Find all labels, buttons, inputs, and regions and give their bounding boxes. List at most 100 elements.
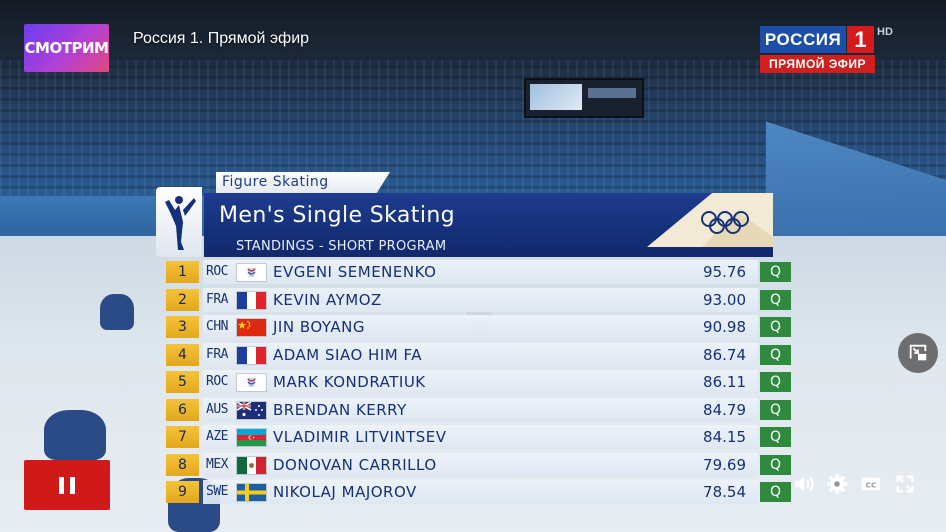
fullscreen-button[interactable] bbox=[893, 472, 917, 496]
athlete-score: 79.69 bbox=[703, 455, 746, 474]
row-band bbox=[203, 370, 758, 394]
row-band bbox=[203, 315, 758, 339]
noc-code: CHN bbox=[206, 319, 228, 334]
fullscreen-icon bbox=[896, 475, 914, 493]
row-band bbox=[203, 480, 758, 504]
figure-skating-pictogram-icon bbox=[156, 187, 202, 257]
qualified-badge: Q bbox=[760, 454, 791, 475]
aze-flag-icon bbox=[237, 429, 266, 446]
standings-row: 8 MEX Donovan Carrillo 79.69 Q bbox=[164, 452, 794, 478]
standings-row: 3 CHN Jin Boyang 90.98 Q bbox=[164, 314, 794, 340]
smotrim-logo-text: СМОТРИМ bbox=[24, 39, 109, 57]
hd-badge: HD bbox=[877, 26, 893, 38]
gear-icon bbox=[826, 473, 848, 495]
athlete-name: Mark Kondratiuk bbox=[273, 373, 426, 391]
sport-category-tab: Figure Skating bbox=[216, 172, 390, 194]
noc-code: ROC bbox=[206, 374, 228, 389]
qualified-badge: Q bbox=[760, 482, 791, 502]
rank-badge: 3 bbox=[166, 316, 199, 338]
standings-row: 6 AUS Brendan Kerry 84.79 Q bbox=[164, 397, 794, 423]
qualified-badge: Q bbox=[760, 399, 791, 420]
broadcaster-number: 1 bbox=[847, 26, 874, 53]
pause-icon bbox=[70, 476, 75, 494]
pause-icon bbox=[59, 476, 64, 494]
fra-flag-icon bbox=[237, 291, 266, 309]
standings-row: 9 SWE Nikolaj Majorov 78.54 Q bbox=[164, 479, 794, 505]
noc-code: MEX bbox=[206, 456, 228, 472]
rank-badge: 6 bbox=[166, 398, 199, 421]
athlete-score: 84.15 bbox=[703, 428, 746, 446]
row-band bbox=[203, 452, 758, 477]
smotrim-logo[interactable]: СМОТРИМ bbox=[24, 24, 109, 72]
sport-category: Figure Skating bbox=[222, 174, 329, 190]
row-band bbox=[203, 287, 758, 312]
pause-button[interactable] bbox=[24, 460, 110, 510]
qualified-badge: Q bbox=[760, 344, 791, 365]
rank-badge: 1 bbox=[166, 261, 199, 283]
athlete-score: 90.98 bbox=[703, 318, 746, 336]
volume-icon bbox=[795, 476, 814, 492]
rank-badge: 4 bbox=[166, 343, 199, 366]
event-subtitle: STANDINGS - SHORT PROGRAM bbox=[236, 239, 447, 254]
swe-flag-icon bbox=[237, 484, 266, 501]
mex-flag-icon bbox=[237, 456, 266, 474]
athlete-name: Jin Boyang bbox=[273, 318, 365, 336]
olympic-rings-icon bbox=[647, 193, 773, 247]
roc-flag-icon bbox=[237, 374, 266, 391]
athlete-name: Donovan Carrillo bbox=[273, 455, 437, 474]
athlete-name: Vladimir Litvintsev bbox=[273, 428, 447, 446]
rank-badge: 5 bbox=[166, 371, 199, 393]
standings-row: 1 ROC Evgeni Semenenko 95.76 Q bbox=[164, 259, 794, 285]
rank-badge: 7 bbox=[166, 426, 199, 448]
standings-row: 2 FRA Kevin Aymoz 93.00 Q bbox=[164, 287, 794, 313]
row-band bbox=[203, 425, 758, 449]
standings-row: 7 AZE Vladimir Litvintsev 84.15 Q bbox=[164, 424, 794, 450]
arena-video-screen bbox=[524, 78, 644, 118]
athlete-score: 93.00 bbox=[703, 290, 746, 309]
qualified-badge: Q bbox=[760, 372, 791, 392]
picture-in-picture-button[interactable] bbox=[898, 333, 938, 373]
chn-flag-icon bbox=[237, 319, 266, 336]
aus-flag-icon bbox=[237, 401, 266, 419]
athlete-score: 86.74 bbox=[703, 345, 746, 364]
results-header: Men's Single Skating STANDINGS - SHORT P… bbox=[204, 193, 773, 257]
closed-captions-icon: CC bbox=[861, 477, 881, 491]
athlete-score: 86.11 bbox=[703, 373, 746, 391]
athlete-name: Nikolaj Majorov bbox=[273, 483, 417, 501]
noc-code: AUS bbox=[206, 401, 228, 417]
standings-row: 5 ROC Mark Kondratiuk 86.11 Q bbox=[164, 369, 794, 395]
noc-code: AZE bbox=[206, 429, 228, 444]
noc-code: FRA bbox=[206, 346, 228, 362]
captions-button[interactable]: CC bbox=[859, 472, 883, 496]
qualified-badge: Q bbox=[760, 427, 791, 447]
qualified-badge: Q bbox=[760, 262, 791, 282]
qualified-badge: Q bbox=[760, 317, 791, 337]
rank-badge: 8 bbox=[166, 453, 199, 476]
rank-badge: 2 bbox=[166, 288, 199, 311]
svg-text:CC: CC bbox=[866, 481, 877, 490]
volume-button[interactable] bbox=[792, 472, 816, 496]
rank-badge: 9 bbox=[166, 481, 199, 503]
stream-title: Россия 1. Прямой эфир bbox=[133, 30, 310, 47]
qualified-badge: Q bbox=[760, 289, 791, 310]
standings-row: 4 FRA Adam Siao Him Fa 86.74 Q bbox=[164, 342, 794, 368]
noc-code: FRA bbox=[206, 291, 228, 307]
athlete-name: Evgeni Semenenko bbox=[273, 263, 437, 281]
ice-crew-person bbox=[100, 294, 134, 330]
row-band bbox=[203, 397, 758, 422]
settings-button[interactable] bbox=[825, 472, 849, 496]
ice-crew-person bbox=[44, 410, 106, 460]
athlete-score: 95.76 bbox=[703, 263, 746, 281]
athlete-name: Brendan Kerry bbox=[273, 400, 407, 419]
row-band bbox=[203, 260, 758, 284]
noc-code: SWE bbox=[206, 484, 228, 499]
athlete-name: Adam Siao Him Fa bbox=[273, 345, 422, 364]
roc-flag-icon bbox=[237, 264, 266, 281]
event-title: Men's Single Skating bbox=[219, 203, 456, 228]
live-badge: ПРЯМОЙ ЭФИР bbox=[760, 55, 875, 73]
broadcaster-name: РОССИЯ bbox=[760, 26, 846, 53]
picture-in-picture-icon bbox=[909, 344, 927, 361]
athlete-score: 84.79 bbox=[703, 400, 746, 419]
row-band bbox=[203, 342, 758, 367]
athlete-score: 78.54 bbox=[703, 483, 746, 501]
